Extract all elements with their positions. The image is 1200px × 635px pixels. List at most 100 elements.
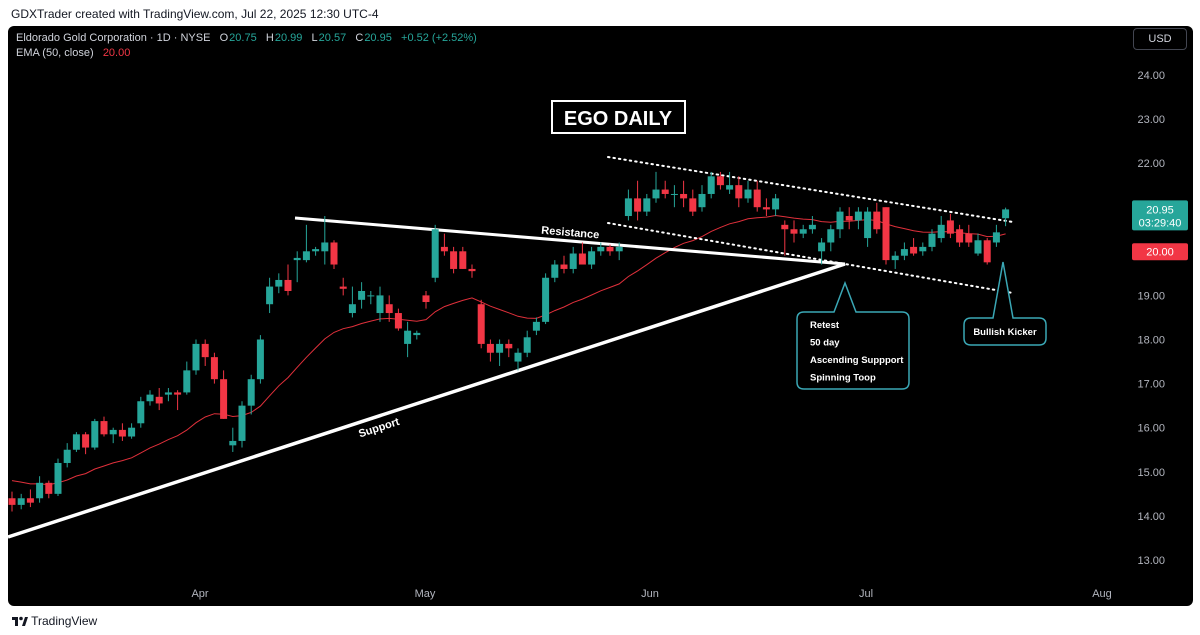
candle (440, 233, 448, 256)
legend-open-label: O (219, 32, 229, 44)
candle-body (937, 224, 945, 239)
candle-body (63, 449, 71, 463)
legend-ohlc-row: Eldorado Gold Corporation · 1D · NYSE O2… (16, 31, 477, 46)
candle (164, 388, 172, 402)
candle-body (72, 434, 80, 450)
candle (937, 216, 945, 243)
candle (72, 432, 80, 452)
candle-body (367, 295, 375, 297)
candle (468, 264, 476, 278)
candle-body (17, 498, 25, 505)
candle-body (192, 343, 200, 371)
candle (210, 352, 218, 384)
candle-body (624, 198, 632, 217)
candle (670, 185, 678, 208)
candle (63, 443, 71, 468)
candle-body (762, 207, 770, 210)
candle (808, 216, 816, 234)
y-axis-tick-label: 14.00 (1137, 511, 1165, 523)
candle (799, 224, 807, 239)
candle (781, 220, 789, 256)
candle (422, 290, 430, 309)
candle-body (790, 229, 798, 234)
candle (229, 427, 237, 452)
candle-body (183, 370, 191, 393)
candle (394, 308, 402, 331)
x-axis-tick-label: May (415, 588, 436, 600)
candle-body (284, 279, 292, 291)
candle (634, 180, 642, 221)
candle (845, 207, 853, 230)
candle-body (256, 339, 264, 380)
candle-body (873, 211, 881, 230)
legend-ema-row[interactable]: EMA (50, close) 20.00 (16, 46, 477, 61)
candle (882, 207, 890, 265)
candle-body (210, 357, 218, 380)
candle-body (928, 233, 936, 247)
candle-body (376, 295, 384, 314)
candle (201, 339, 209, 366)
candle (413, 330, 421, 340)
candle-body (799, 229, 807, 234)
candle-body (864, 211, 872, 239)
candle-body (560, 264, 568, 269)
candle-body (744, 189, 752, 199)
candle-body (330, 242, 338, 265)
candle (146, 390, 154, 406)
candle-body (716, 176, 724, 186)
candle (827, 224, 835, 252)
resistance-label: Resistance (541, 225, 600, 242)
candle (891, 251, 899, 269)
legend-ema-value: 20.00 (102, 47, 131, 59)
candle (716, 171, 724, 190)
candle-body (523, 337, 531, 353)
candle (836, 207, 844, 239)
candle-body (468, 268, 476, 272)
candle-body (956, 229, 964, 243)
candle-body (109, 429, 117, 435)
candle-body (146, 394, 154, 402)
chart-title-box (551, 100, 686, 134)
candle (698, 185, 706, 212)
candle-body (808, 224, 816, 230)
candle-body (45, 482, 53, 494)
candle-body (818, 242, 826, 252)
candle (238, 401, 246, 448)
candle-body (321, 242, 329, 252)
candle (624, 189, 632, 221)
candle-body (882, 207, 890, 261)
candle (772, 193, 780, 217)
bar-countdown-value: 03:29:40 (1139, 217, 1182, 229)
footer-bar (0, 606, 1200, 635)
y-axis-tick-label: 15.00 (1137, 467, 1165, 479)
candle (597, 242, 605, 256)
candle-body (118, 429, 126, 437)
candle (762, 198, 770, 217)
last-price-value: 20.95 (1146, 204, 1174, 216)
candle (358, 282, 366, 309)
legend-low-label: L (311, 32, 318, 44)
candle-body (781, 224, 789, 230)
candle-body (155, 396, 163, 404)
candle (569, 246, 577, 274)
candle (523, 330, 531, 358)
tradingview-logo-icon (12, 616, 28, 626)
candle (137, 396, 145, 428)
candle-body (707, 176, 715, 194)
legend-symbol[interactable]: Eldorado Gold Corporation · 1D · NYSE (16, 32, 211, 44)
candle (385, 295, 393, 322)
candle (854, 207, 862, 230)
candle (247, 374, 255, 415)
candle-body (348, 304, 356, 314)
currency-button[interactable]: USD (1133, 28, 1187, 50)
candle (459, 246, 467, 269)
candle-body (643, 198, 651, 212)
candle (293, 251, 301, 283)
candle-body (974, 240, 982, 254)
legend-change-value: +0.52 (+2.52%) (401, 32, 477, 44)
x-axis-tick-label: Jun (641, 588, 659, 600)
candle-body (919, 246, 927, 252)
candle-body (54, 462, 62, 494)
candle-body (1002, 209, 1010, 219)
